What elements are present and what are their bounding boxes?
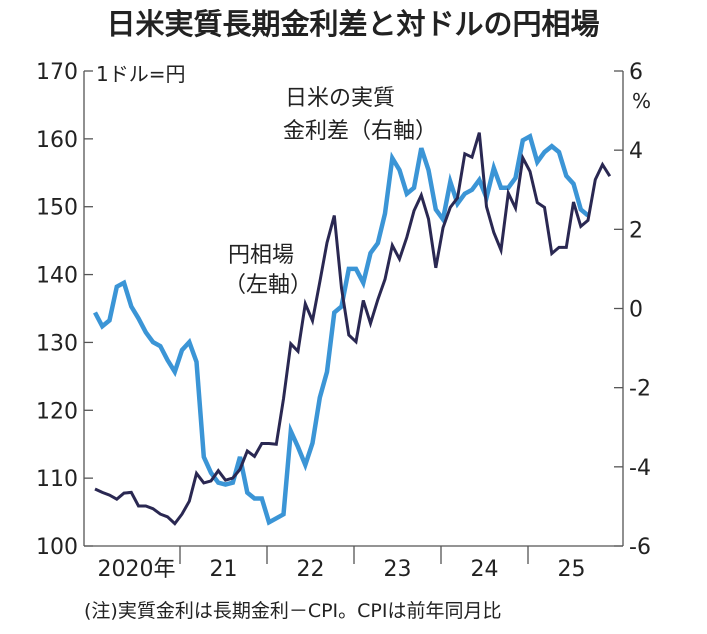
left-tick-label: 160 [36, 128, 78, 153]
left-tick-label: 100 [36, 535, 78, 560]
chart-title: 日米実質長期金利差と対ドルの円相場 [106, 7, 599, 41]
right-tick-label: 2 [629, 218, 643, 243]
right-tick-label: 4 [629, 139, 643, 164]
right-tick-label: -4 [629, 456, 651, 481]
left-axis-unit: 1ドル=円 [96, 62, 185, 86]
real-rate-spread-line [93, 132, 590, 526]
series-label-yen-1: 円相場 [228, 243, 294, 268]
x-tick-label: 22 [297, 557, 325, 582]
yen-rate-line [94, 132, 612, 526]
x-tick-label: 23 [384, 557, 412, 582]
left-tick-label: 120 [36, 399, 78, 424]
right-tick-label: 0 [629, 298, 643, 323]
x-tick-label: 25 [558, 557, 586, 582]
x-tick-label: 24 [471, 557, 499, 582]
x-tick-label: 21 [210, 557, 238, 582]
chart-note: (注)実質金利は長期金利－CPI。CPIは前年同月比 [84, 600, 501, 622]
series-lines [93, 132, 612, 526]
right-tick-label: -6 [629, 535, 651, 560]
left-tick-label: 130 [36, 331, 78, 356]
right-tick-label: 6 [629, 60, 643, 85]
series-label-spread-2: 金利差（右軸） [283, 119, 437, 144]
left-tick-label: 140 [36, 264, 78, 289]
series-label-spread-1: 日米の実質 [285, 86, 395, 111]
x-tick-label: 2020年 [98, 557, 176, 582]
left-tick-label: 150 [36, 196, 78, 221]
right-axis-unit: % [632, 89, 651, 113]
right-tick-label: -2 [629, 377, 651, 402]
series-label-yen-2: （左軸） [224, 273, 312, 298]
left-tick-label: 110 [36, 467, 78, 492]
left-tick-label: 170 [36, 60, 78, 85]
